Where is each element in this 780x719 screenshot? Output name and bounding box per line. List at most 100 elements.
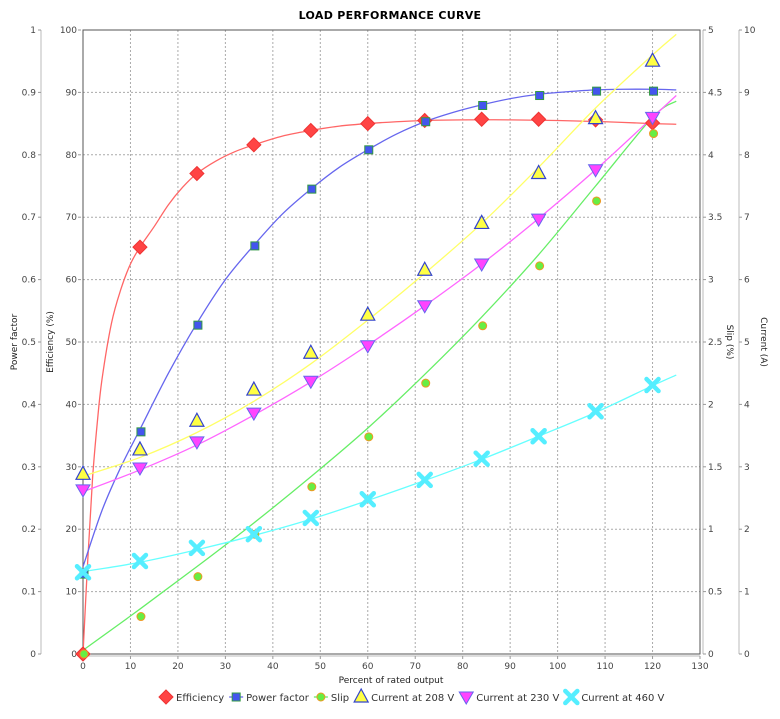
tick-label: 4	[744, 400, 750, 410]
tick-label: 0.1	[22, 588, 36, 598]
data-point	[302, 343, 319, 359]
tick-label: 4.5	[708, 88, 722, 98]
series-line-efficiency	[83, 119, 677, 654]
legend: Efficiency Power factor Slip Current at 208…	[158, 687, 665, 706]
data-point	[245, 525, 263, 543]
tick-label: 40	[66, 400, 78, 410]
data-point	[79, 649, 89, 659]
tick-label: 8	[744, 151, 750, 161]
efficiency-axis-title: Efficiency (%)	[46, 311, 56, 373]
plot-area-border	[82, 29, 701, 655]
tick-label: 0.7	[22, 213, 36, 223]
x-mark-icon	[563, 688, 580, 706]
tick-label: 0	[80, 662, 86, 672]
circle-icon	[316, 692, 326, 702]
tick-label: 100	[60, 26, 77, 36]
series-line-slip	[83, 100, 677, 651]
data-point	[644, 51, 661, 67]
current-axis: 0 1 2 3 4 5 6 7 8 9 10	[738, 26, 756, 660]
data-point	[302, 509, 320, 527]
square-icon	[231, 692, 241, 702]
data-point	[473, 111, 490, 127]
data-point	[478, 321, 488, 331]
tick-label: 0.9	[22, 88, 37, 98]
tick-label: 110	[596, 662, 613, 672]
data-point	[245, 407, 262, 422]
data-point	[359, 490, 377, 508]
data-point	[246, 137, 262, 153]
legend-label: Efficiency	[176, 693, 224, 704]
tick-label: 90	[66, 88, 78, 98]
slip-axis-title: Slip (%)	[724, 325, 734, 360]
legend-label: Power factor	[246, 693, 310, 704]
tick-label: 10	[125, 662, 137, 672]
data-point	[364, 145, 374, 155]
data-point	[303, 122, 319, 139]
tick-label: 40	[267, 662, 279, 672]
data-point	[473, 450, 490, 467]
tick-label: 3	[744, 463, 750, 473]
tick-label: 70	[66, 213, 78, 223]
tick-label: 0	[744, 650, 750, 660]
legend-item-current-at-460-v: Current at 460 V	[563, 688, 665, 706]
tick-label: 1	[30, 26, 36, 36]
data-point	[132, 462, 148, 477]
data-point	[132, 239, 148, 255]
tick-label: 60	[66, 276, 78, 286]
data-point	[188, 539, 206, 557]
tick-label: 30	[66, 463, 78, 473]
tick-label: 5	[708, 26, 714, 36]
legend-item-current-at-230-v: Current at 230 V	[458, 691, 559, 705]
tick-label: 0.3	[22, 463, 36, 473]
tick-label: 50	[315, 662, 327, 672]
data-point	[136, 612, 146, 622]
tick-label: 130	[691, 662, 708, 672]
data-point	[421, 117, 431, 127]
data-point	[644, 376, 661, 394]
tick-label: 0.6	[22, 276, 37, 286]
tick-label: 100	[549, 662, 566, 672]
tick-label: 6	[744, 276, 750, 286]
data-point	[250, 241, 260, 251]
tick-label: 50	[66, 338, 78, 348]
tick-label: 20	[172, 662, 184, 672]
power-factor-axis: 0 0.1 0.2 0.3 0.4 0.5 0.6 0.7 0.8 0.9 1	[22, 26, 42, 660]
tick-label: 80	[457, 662, 469, 672]
data-point	[364, 432, 374, 442]
tick-label: 1	[708, 525, 714, 535]
tick-label: 0.4	[22, 400, 37, 410]
data-point	[193, 320, 203, 330]
tick-label: 0.5	[708, 588, 722, 598]
tick-label: 70	[410, 662, 422, 672]
data-point	[75, 484, 91, 498]
tick-label: 1	[744, 588, 750, 598]
tick-label: 0.8	[22, 151, 37, 161]
data-point	[302, 375, 319, 390]
series-line-power-factor	[83, 88, 677, 567]
data-point	[649, 129, 659, 139]
data-point	[307, 482, 317, 492]
current-axis-title: Current (A)	[758, 317, 768, 367]
data-point	[188, 411, 205, 427]
data-point	[473, 214, 490, 230]
data-point	[535, 261, 545, 271]
diamond-icon	[158, 689, 174, 705]
data-point	[649, 86, 659, 96]
tick-label: 0.5	[22, 338, 36, 348]
data-point	[592, 86, 602, 96]
data-point	[360, 115, 376, 132]
triangle-down-icon	[458, 691, 475, 705]
data-point	[530, 111, 547, 127]
tick-label: 0	[708, 650, 714, 660]
data-point	[189, 436, 205, 450]
tick-label: 2	[744, 525, 750, 535]
legend-item-power-factor: Power factor	[229, 692, 310, 704]
data-point	[644, 111, 661, 126]
series-markers-power-factor	[79, 86, 659, 579]
x-axis-title: Percent of rated output	[339, 676, 444, 686]
tick-label: 0	[30, 650, 36, 660]
data-point	[307, 184, 317, 194]
data-point	[421, 378, 431, 388]
